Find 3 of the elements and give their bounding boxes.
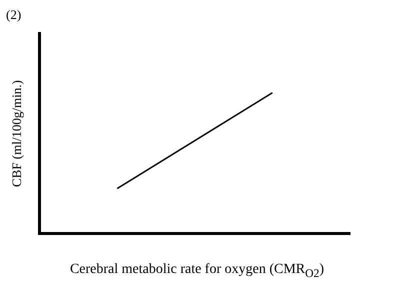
- chart-title: (2): [6, 7, 22, 22]
- y-axis-title: CBF (ml/100g/min.): [9, 80, 24, 188]
- x-axis-title: Cerebral metabolic rate for oxygen (CMR$_{O2}$): [68, 262, 326, 280]
